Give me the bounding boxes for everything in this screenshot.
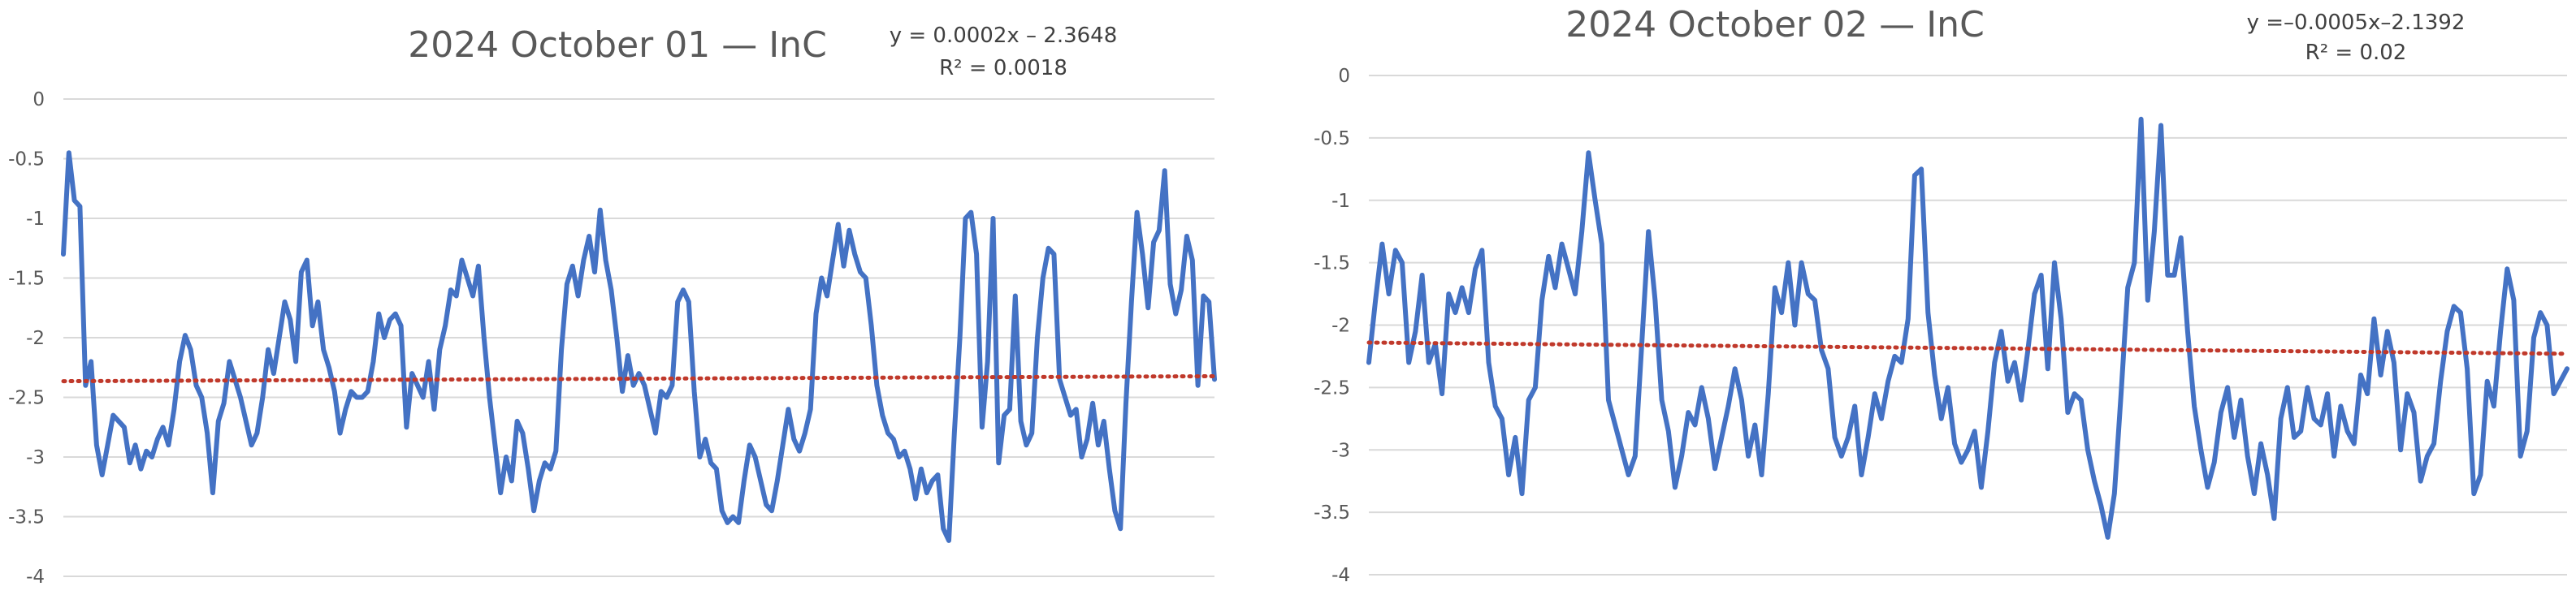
y-tick-label: -3 (1331, 440, 1350, 461)
chart-panel-oct-01: 0 -0.5 -1 -1.5 -2 -2.5 -3 -3.5 -4 2024 October 0… (8, 24, 1217, 588)
trendline-r-squared: R² = 0.02 (2305, 41, 2407, 65)
y-tick-labels: 0 -0.5 -1 -1.5 -2 -2.5 -3 -3.5 -4 (1314, 66, 1350, 586)
y-tick-label: -4 (26, 567, 45, 588)
chart-title: 2024 October 01 — InC (408, 24, 827, 66)
y-tick-label: -3.5 (1314, 502, 1350, 524)
y-tick-label: -2.5 (1314, 377, 1350, 399)
y-tick-label: -1.5 (8, 269, 45, 290)
y-tick-label: -1 (1331, 191, 1350, 212)
chart-panel-oct-02: 0 -0.5 -1 -1.5 -2 -2.5 -3 -3.5 -4 2024 October 0… (1288, 0, 2576, 595)
y-tick-label: -4 (1331, 565, 1350, 586)
y-tick-label: -2.5 (8, 388, 45, 409)
y-tick-label: -2 (26, 328, 45, 349)
data-series (61, 150, 1217, 543)
y-tick-labels: 0 -0.5 -1 -1.5 -2 -2.5 -3 -3.5 -4 (8, 89, 45, 588)
y-tick-label: -1.5 (1314, 253, 1350, 274)
y-tick-label: 0 (32, 89, 45, 110)
series-line (1366, 116, 2570, 540)
line-chart-oct-01: 0 -0.5 -1 -1.5 -2 -2.5 -3 -3.5 -4 2024 October 0… (8, 24, 1217, 588)
trendline-equation: y = 0.0002x – 2.3648 (890, 24, 1118, 48)
y-tick-label: -2 (1331, 316, 1350, 337)
y-tick-label: -3.5 (8, 507, 45, 528)
trendline (61, 373, 1217, 384)
y-tick-label: -0.5 (8, 149, 45, 170)
y-tick-label: 0 (1338, 66, 1350, 87)
series-line (61, 150, 1217, 543)
y-tick-label: -1 (26, 209, 45, 230)
trendline-group (1366, 340, 2570, 356)
trendline-equation: y =–0.0005x–2.1392 (2247, 11, 2466, 35)
data-series (1366, 116, 2570, 540)
trendline-group (61, 373, 1217, 384)
trendline (1366, 340, 2570, 356)
trendline-r-squared: R² = 0.0018 (939, 56, 1067, 80)
y-tick-label: -0.5 (1314, 128, 1350, 149)
y-tick-label: -3 (26, 447, 45, 468)
y-gridlines (1369, 75, 2567, 576)
y-gridlines (63, 98, 1214, 577)
chart-title: 2024 October 02 — InC (1565, 4, 1985, 45)
line-chart-oct-02: 0 -0.5 -1 -1.5 -2 -2.5 -3 -3.5 -4 2024 October 0… (1314, 4, 2570, 586)
